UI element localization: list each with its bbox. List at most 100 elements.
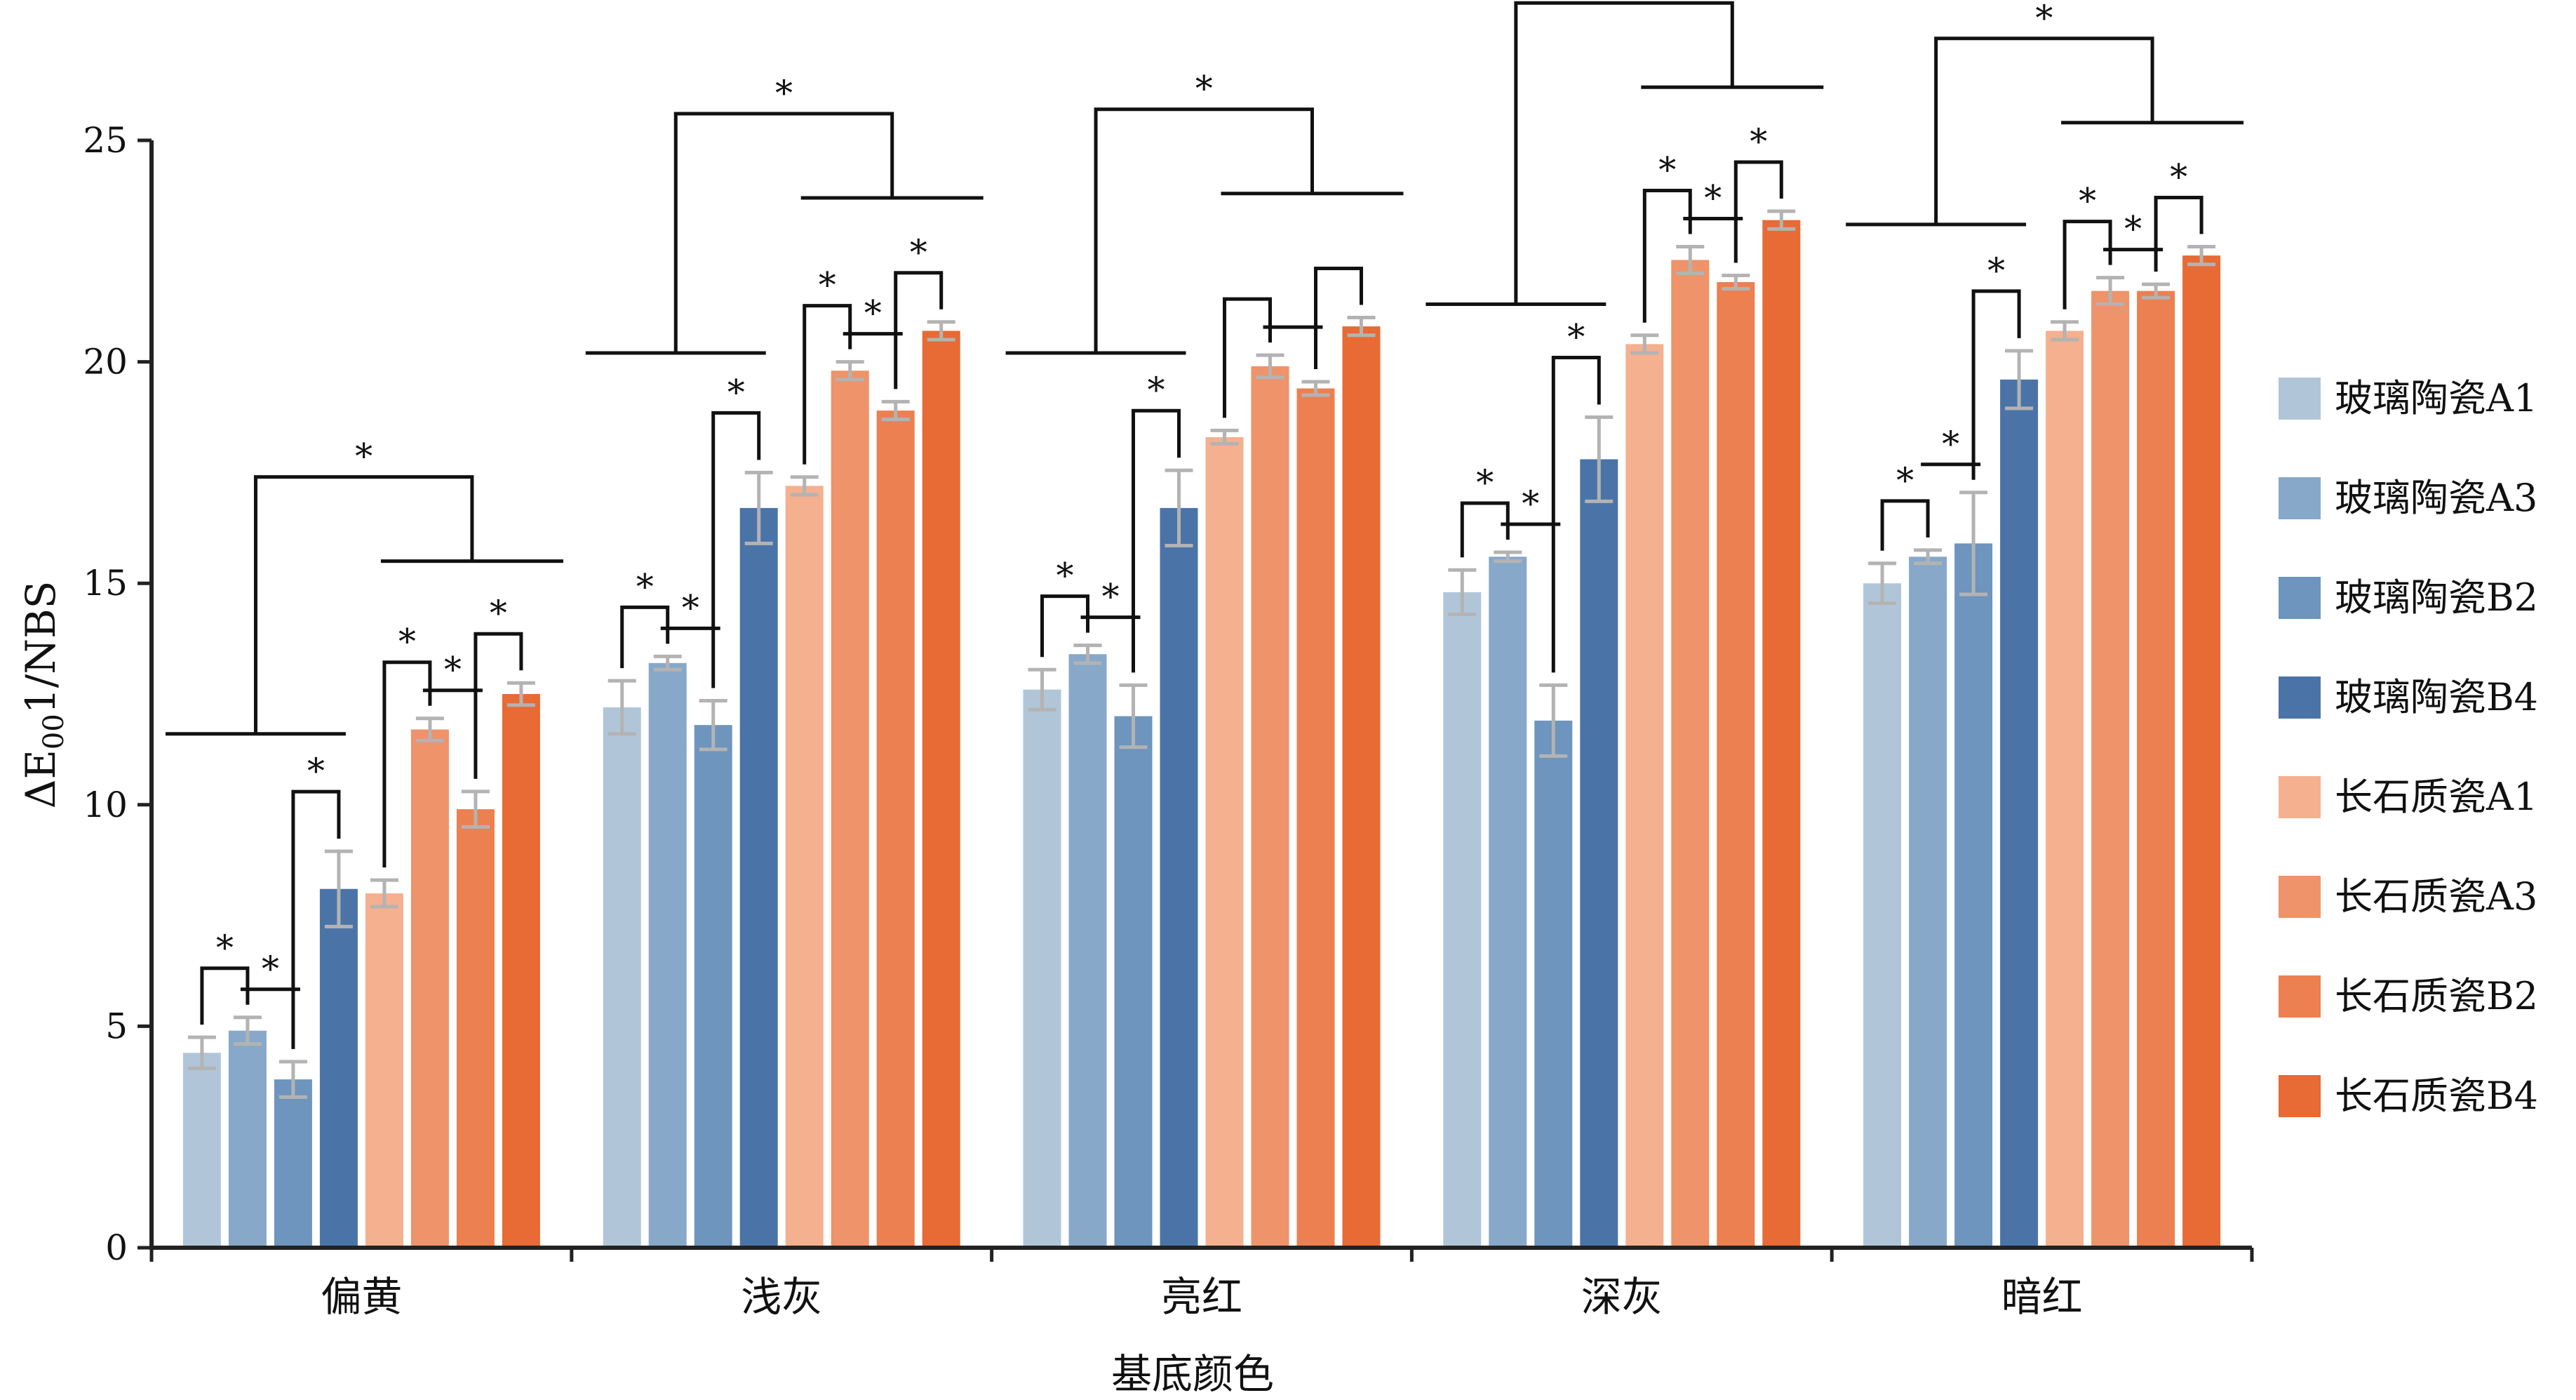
error-bar — [836, 360, 864, 382]
y-axis-title-sub: 00 — [38, 714, 70, 749]
legend-item: 长石质瓷A1 — [2279, 775, 2537, 819]
bar — [603, 707, 641, 1248]
legend-item: 玻璃陶瓷A3 — [2279, 476, 2537, 520]
legend: 玻璃陶瓷A1 玻璃陶瓷A3 玻璃陶瓷B2 玻璃陶瓷B4 长石质瓷A1 长石质瓷A3 长石质瓷… — [2279, 376, 2538, 1118]
significance-bracket — [1132, 408, 1181, 673]
significance-bracket — [1642, 188, 1692, 323]
significance-star: * — [1942, 424, 1959, 465]
error-bar — [1494, 550, 1522, 564]
group-significance-bracket — [585, 112, 984, 355]
legend-label: 长石质瓷A3 — [2335, 874, 2537, 919]
error-bar — [1676, 244, 1705, 275]
significance-star: * — [2170, 156, 2187, 197]
legend-item: 玻璃陶瓷B2 — [2279, 575, 2538, 620]
error-bar — [927, 320, 955, 342]
significance-star: * — [682, 587, 699, 628]
error-bar — [699, 698, 727, 752]
significance-star: * — [262, 949, 279, 989]
error-bar — [2005, 349, 2034, 411]
bar — [228, 1030, 267, 1248]
significance-star: * — [307, 751, 325, 792]
significance-bracket — [1314, 266, 1363, 370]
significance-star: * — [636, 566, 654, 607]
error-bar — [1630, 333, 1659, 355]
significance-star: * — [1195, 69, 1213, 109]
bar — [1114, 716, 1153, 1248]
x-axis-title: 基底颜色 — [1111, 1350, 1274, 1398]
significance-star: * — [216, 928, 234, 968]
bar — [876, 411, 915, 1248]
legend-label: 玻璃陶瓷B2 — [2335, 575, 2538, 620]
legend-label: 玻璃陶瓷B4 — [2335, 675, 2538, 719]
significance-star: * — [1750, 121, 1767, 162]
y-tick-label: 0 — [105, 1227, 128, 1268]
error-bar — [1210, 428, 1239, 446]
bar — [922, 331, 960, 1248]
legend-swatch — [2279, 477, 2321, 519]
error-bar — [1165, 468, 1193, 548]
significance-star: * — [727, 372, 745, 413]
legend-label: 玻璃陶瓷A1 — [2335, 376, 2537, 420]
error-bar — [370, 878, 398, 909]
error-bar — [1585, 415, 1614, 503]
error-bar — [1722, 274, 1750, 291]
significance-bracket — [2062, 220, 2112, 309]
significance-star: * — [1896, 460, 1914, 501]
bars-layer — [182, 220, 2221, 1248]
error-bar — [1119, 683, 1148, 749]
legend-swatch — [2279, 776, 2321, 818]
x-ticks-layer: 偏黄 浅灰 亮红 深灰 暗红 — [149, 1248, 2254, 1321]
bar — [739, 507, 778, 1248]
bar — [502, 694, 540, 1248]
significance-bracket — [1040, 594, 1089, 658]
significance-bracket — [803, 304, 852, 465]
error-bar — [415, 716, 444, 742]
significance-bracket — [1733, 160, 1783, 263]
group-significance-bracket — [1846, 36, 2244, 227]
bar — [1489, 556, 1527, 1248]
y-tick-label: 25 — [83, 120, 128, 161]
significance-star: * — [1704, 178, 1722, 218]
group-significance-bracket — [166, 475, 563, 736]
legend-item: 长石质瓷B4 — [2279, 1074, 2538, 1118]
x-tick-label: 浅灰 — [741, 1273, 822, 1321]
bar — [410, 729, 449, 1248]
significance-star: * — [398, 622, 416, 662]
error-bar — [608, 679, 636, 736]
bar — [182, 1053, 221, 1248]
legend-label: 长石质瓷B2 — [2335, 974, 2538, 1018]
significance-star: * — [819, 265, 836, 306]
significance-bracket — [291, 789, 341, 1049]
significance-bracket — [1880, 499, 1930, 551]
error-bar — [2187, 244, 2216, 267]
error-bar — [187, 1035, 216, 1070]
bar — [1625, 344, 1664, 1248]
bar — [1863, 583, 1902, 1248]
error-bar — [1959, 491, 1988, 596]
significance-star: * — [1616, 0, 1633, 3]
y-axis-title-prefix: ΔE — [17, 749, 65, 808]
x-tick-label: 偏黄 — [321, 1273, 402, 1321]
error-bar — [744, 470, 773, 545]
y-tick-label: 10 — [83, 785, 128, 825]
error-bar — [1301, 380, 1330, 397]
error-bar — [1539, 683, 1568, 758]
bar — [785, 486, 824, 1248]
error-bar — [461, 789, 490, 829]
y-axis-title: ΔE001/NBS — [17, 581, 70, 809]
significance-star: * — [910, 232, 927, 273]
significance-bracket — [2154, 195, 2203, 272]
group-significance-bracket — [1425, 1, 1824, 307]
significance-bracket — [474, 632, 523, 779]
bar — [319, 888, 358, 1248]
bar — [2137, 291, 2175, 1248]
significance-bracket — [620, 605, 670, 669]
bar — [2046, 331, 2084, 1248]
error-bar — [279, 1060, 307, 1099]
error-bar — [2142, 282, 2171, 300]
bar — [1342, 326, 1381, 1248]
significance-star: * — [1476, 462, 1494, 503]
significance-star: * — [1056, 556, 1074, 596]
y-tick-label: 15 — [83, 563, 128, 604]
significance-star: * — [1522, 484, 1539, 524]
